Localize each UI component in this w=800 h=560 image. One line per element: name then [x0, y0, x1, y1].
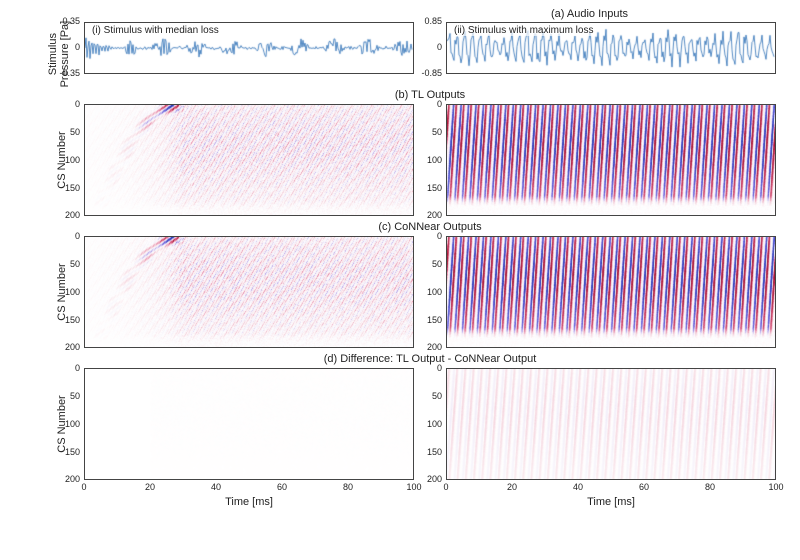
img-ylabel-1: CS Number: [56, 252, 68, 332]
cochleagram-canvas-r1: [447, 237, 775, 347]
row-a-ylabel: StimulusPressure [Pa]: [47, 9, 71, 99]
ytick: 150: [427, 447, 442, 457]
ytick: 100: [427, 419, 442, 429]
row-title-0: (b) TL Outputs: [230, 89, 630, 101]
cochleagram-l2: [84, 368, 414, 480]
ytick: -0.85: [421, 68, 442, 78]
cochleagram-canvas-l1: [85, 237, 413, 347]
ytick: 100: [427, 155, 442, 165]
cochleagram-r0: [446, 104, 776, 216]
ytick: 0: [75, 42, 80, 52]
inset-label-left: (i) Stimulus with median loss: [90, 25, 221, 36]
img-ylabel-2: CS Number: [56, 384, 68, 464]
ytick: 0: [437, 99, 442, 109]
ytick: 0: [437, 231, 442, 241]
xtick: 40: [208, 482, 224, 492]
ytick: 50: [432, 127, 442, 137]
ytick: 200: [427, 210, 442, 220]
inset-label-right: (ii) Stimulus with maximum loss: [452, 25, 595, 36]
cochleagram-r2: [446, 368, 776, 480]
xtick: 80: [702, 482, 718, 492]
ytick: 0: [75, 99, 80, 109]
ytick: 50: [432, 391, 442, 401]
figure-root: (i) Stimulus with median loss-0.3500.35(…: [10, 8, 794, 554]
audio-panel-left: (i) Stimulus with median loss: [84, 22, 414, 74]
ytick: 50: [70, 391, 80, 401]
xtick: 0: [438, 482, 454, 492]
cochleagram-canvas-l2: [85, 369, 413, 479]
img-ylabel-0: CS Number: [56, 120, 68, 200]
xtick: 40: [570, 482, 586, 492]
xlabel-left: Time [ms]: [219, 496, 279, 508]
xtick: 60: [636, 482, 652, 492]
ytick: 50: [70, 127, 80, 137]
xtick: 20: [142, 482, 158, 492]
ytick: 150: [427, 183, 442, 193]
cochleagram-r1: [446, 236, 776, 348]
ytick: 0: [437, 42, 442, 52]
audio-panel-right: (ii) Stimulus with maximum loss: [446, 22, 776, 74]
xtick: 60: [274, 482, 290, 492]
ytick: 200: [65, 342, 80, 352]
xtick: 20: [504, 482, 520, 492]
ytick: 0: [75, 231, 80, 241]
cochleagram-canvas-l0: [85, 105, 413, 215]
cochleagram-canvas-r2: [447, 369, 775, 479]
row-title-1: (c) CoNNear Outputs: [230, 221, 630, 233]
cochleagram-l0: [84, 104, 414, 216]
ytick: 50: [432, 259, 442, 269]
cochleagram-l1: [84, 236, 414, 348]
ytick: 150: [427, 315, 442, 325]
ytick: 200: [65, 210, 80, 220]
xtick: 0: [76, 482, 92, 492]
ytick: 0: [75, 363, 80, 373]
ytick: 50: [70, 259, 80, 269]
row-a-title: (a) Audio Inputs: [551, 8, 628, 20]
ytick: 100: [427, 287, 442, 297]
row-title-2: (d) Difference: TL Output - CoNNear Outp…: [230, 353, 630, 365]
xtick: 80: [340, 482, 356, 492]
ytick: 200: [427, 342, 442, 352]
ytick: 0: [437, 363, 442, 373]
xtick: 100: [768, 482, 784, 492]
cochleagram-canvas-r0: [447, 105, 775, 215]
ytick: 0.85: [424, 16, 442, 26]
xtick: 100: [406, 482, 422, 492]
xlabel-right: Time [ms]: [581, 496, 641, 508]
